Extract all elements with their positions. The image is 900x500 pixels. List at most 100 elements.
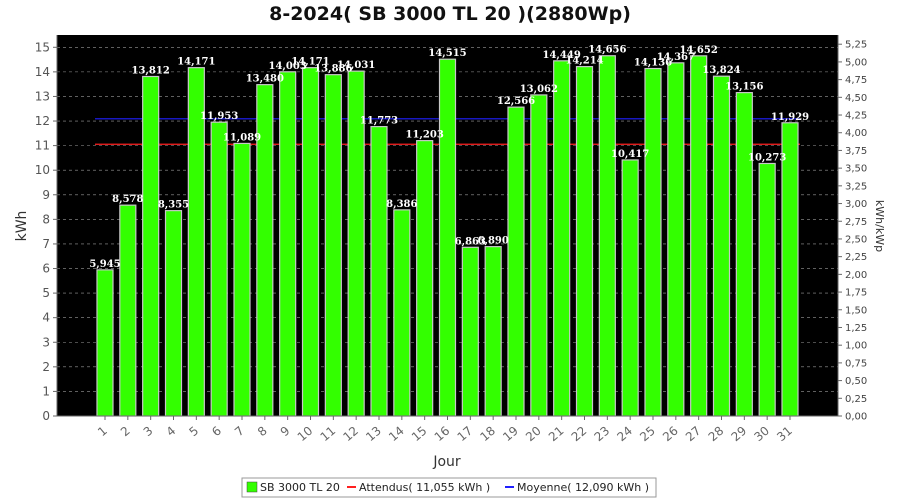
x-tick-label: 18 xyxy=(477,424,498,445)
x-tick-label: 13 xyxy=(363,424,384,445)
y2-tick-label: 5,25 xyxy=(845,40,867,51)
bar-value-label: 14,136 xyxy=(634,58,672,69)
x-tick-label: 12 xyxy=(340,424,361,445)
y-tick-label: 13 xyxy=(35,89,50,103)
bar-value-label: 14,031 xyxy=(337,60,375,71)
x-tick-label: 28 xyxy=(706,424,727,445)
y-tick-label: 10 xyxy=(35,163,50,177)
x-axis: 1 2 3 4 5 6 7 8 9 10 11 12 13 14 15 16 17 18 19 20 21 22 23 24 2… xyxy=(57,415,838,445)
y2-tick-label: 2,00 xyxy=(845,270,867,281)
bar xyxy=(644,67,662,417)
bar xyxy=(393,209,411,417)
y-tick-label: 12 xyxy=(35,114,50,128)
bar-value-label: 14,652 xyxy=(680,45,718,56)
y-tick-label: 7 xyxy=(42,237,50,251)
x-tick-label: 22 xyxy=(569,424,590,445)
y2-tick-label: 1,75 xyxy=(845,288,867,299)
bar-value-label: 6,863 xyxy=(455,236,486,247)
bar-value-label: 11,203 xyxy=(406,130,444,141)
y-tick-label: 14 xyxy=(35,65,50,79)
x-tick-label: 30 xyxy=(751,424,772,445)
bar-value-label: 10,273 xyxy=(748,152,786,163)
bar-value-label: 5,945 xyxy=(89,259,120,270)
y-tick-label: 9 xyxy=(42,188,50,202)
y-tick-label: 15 xyxy=(35,40,50,54)
y-tick-label: 8 xyxy=(42,212,50,226)
bar-value-label: 13,480 xyxy=(246,74,284,85)
bar xyxy=(735,92,753,417)
x-tick-label: 19 xyxy=(500,424,521,445)
bar-value-label: 8,386 xyxy=(386,199,417,210)
y2-tick-label: 5,00 xyxy=(845,57,867,68)
y-tick-label: 3 xyxy=(42,335,50,349)
x-tick-label: 8 xyxy=(255,424,270,440)
bar-value-label: 14,214 xyxy=(565,56,603,67)
x-tick-label: 2 xyxy=(118,424,133,440)
bar xyxy=(553,60,571,417)
bar xyxy=(416,140,434,417)
x-tick-label: 3 xyxy=(141,424,156,440)
x-tick-label: 16 xyxy=(432,424,453,445)
legend-label-expected: Attendus( 11,055 kWh ) xyxy=(359,481,490,494)
y-tick-label: 2 xyxy=(42,360,50,374)
y2-tick-label: 4,25 xyxy=(845,111,867,122)
bar xyxy=(96,269,114,417)
y-tick-label: 1 xyxy=(42,384,50,398)
y2-tick-label: 0,75 xyxy=(845,358,867,369)
bar xyxy=(758,162,776,417)
bar xyxy=(667,62,685,417)
bar xyxy=(484,246,502,417)
y-tick-label: 5 xyxy=(42,286,50,300)
x-tick-label: 24 xyxy=(614,424,635,445)
x-tick-label: 31 xyxy=(774,424,795,445)
y2-tick-label: 3,00 xyxy=(845,199,867,210)
legend-label-bars: SB 3000 TL 20 xyxy=(260,481,340,494)
y2-tick-label: 2,75 xyxy=(845,217,867,228)
x-tick-label: 29 xyxy=(729,424,750,445)
bar xyxy=(461,246,479,417)
bar xyxy=(530,94,548,417)
bar xyxy=(164,210,183,417)
legend-swatch-bars xyxy=(246,481,258,493)
x-tick-label: 4 xyxy=(164,424,179,440)
x-tick-label: 7 xyxy=(232,424,247,440)
y-tick-label: 0 xyxy=(42,409,50,423)
x-tick-label: 6 xyxy=(209,424,224,440)
bar-value-label: 12,566 xyxy=(497,96,535,107)
bars xyxy=(96,55,799,417)
x-tick-label: 27 xyxy=(683,424,704,445)
bar-value-label: 8,578 xyxy=(112,194,143,205)
x-tick-label: 10 xyxy=(295,424,316,445)
bar xyxy=(690,55,708,417)
bar-value-label: 13,062 xyxy=(520,84,558,95)
bar-value-label: 14,171 xyxy=(177,57,215,68)
bar xyxy=(712,75,731,417)
bar xyxy=(233,142,251,417)
bar xyxy=(598,55,616,417)
bar xyxy=(279,71,297,417)
bar xyxy=(119,204,137,417)
bar xyxy=(301,67,320,417)
x-tick-label: 23 xyxy=(592,424,613,445)
x-tick-label: 1 xyxy=(95,424,110,440)
bar-value-label: 11,773 xyxy=(360,116,398,127)
x-tick-label: 26 xyxy=(660,424,681,445)
legend-box xyxy=(241,477,657,498)
bar xyxy=(370,126,388,417)
x-tick-label: 11 xyxy=(318,424,339,445)
bar xyxy=(210,121,228,417)
x-tick-label: 5 xyxy=(186,424,201,440)
bar-value-label: 11,089 xyxy=(223,132,261,143)
data-labels: 5,945 8,578 13,812 8,355 14,171 11,953 11,089 1… xyxy=(89,45,809,270)
y2-tick-label: 3,50 xyxy=(845,164,867,175)
bar-value-label: 14,171 xyxy=(291,57,329,68)
y2-tick-label: 2,25 xyxy=(845,252,867,263)
bar-value-label: 6,890 xyxy=(478,236,509,247)
bar xyxy=(781,122,799,417)
x-tick-label: 14 xyxy=(386,424,407,445)
bar xyxy=(142,75,160,417)
legend-label-average: Moyenne( 12,090 kWh ) xyxy=(517,481,649,494)
bar xyxy=(621,159,639,417)
